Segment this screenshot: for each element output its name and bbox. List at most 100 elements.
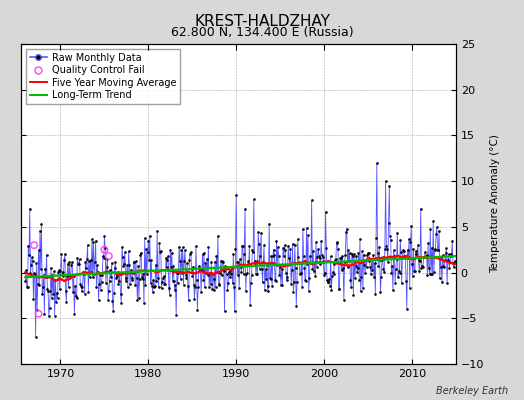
- Point: [270, 252, 278, 259]
- Point: [127, 276, 136, 283]
- Point: [90, 271, 99, 278]
- Point: [300, 265, 309, 271]
- Point: [130, 259, 139, 266]
- Point: [59, 273, 68, 280]
- Point: [29, 296, 38, 302]
- Point: [242, 271, 250, 277]
- Point: [179, 281, 188, 288]
- Point: [308, 266, 316, 272]
- Point: [356, 236, 364, 243]
- Point: [435, 228, 443, 234]
- Point: [375, 244, 383, 250]
- Point: [271, 276, 279, 283]
- Point: [433, 247, 442, 253]
- Point: [264, 288, 272, 294]
- Point: [30, 270, 38, 276]
- Point: [351, 274, 359, 281]
- Point: [201, 259, 210, 266]
- Point: [411, 267, 419, 274]
- Point: [378, 257, 386, 263]
- Point: [144, 249, 152, 255]
- Point: [379, 266, 388, 272]
- Point: [201, 284, 209, 291]
- Point: [66, 273, 74, 279]
- Point: [88, 236, 96, 242]
- Point: [309, 247, 318, 254]
- Point: [373, 160, 381, 166]
- Point: [321, 270, 329, 276]
- Point: [117, 300, 125, 306]
- Point: [147, 257, 156, 263]
- Point: [320, 272, 328, 278]
- Point: [112, 275, 121, 282]
- Point: [200, 249, 208, 256]
- Point: [37, 266, 45, 273]
- Point: [366, 264, 375, 270]
- Point: [247, 279, 255, 286]
- Point: [345, 258, 353, 264]
- Point: [370, 260, 379, 266]
- Point: [78, 287, 86, 294]
- Point: [173, 270, 181, 277]
- Point: [231, 246, 239, 253]
- Point: [157, 284, 166, 291]
- Point: [58, 272, 66, 278]
- Point: [371, 290, 379, 297]
- Point: [276, 264, 285, 270]
- Point: [308, 197, 316, 203]
- Point: [85, 258, 93, 264]
- Point: [432, 231, 440, 238]
- Point: [206, 269, 214, 276]
- Point: [238, 242, 247, 249]
- Point: [45, 304, 53, 311]
- Point: [203, 272, 212, 278]
- Point: [151, 282, 159, 289]
- Point: [384, 259, 392, 265]
- Legend: Raw Monthly Data, Quality Control Fail, Five Year Moving Average, Long-Term Tren: Raw Monthly Data, Quality Control Fail, …: [26, 49, 180, 104]
- Point: [348, 251, 356, 257]
- Point: [369, 252, 377, 258]
- Point: [342, 229, 350, 236]
- Point: [123, 262, 132, 268]
- Point: [62, 298, 71, 305]
- Point: [210, 287, 219, 293]
- Point: [35, 310, 43, 317]
- Point: [133, 275, 141, 281]
- Point: [75, 256, 84, 262]
- Point: [386, 233, 394, 240]
- Point: [426, 226, 434, 232]
- Point: [128, 274, 136, 281]
- Point: [225, 268, 233, 275]
- Point: [414, 257, 423, 264]
- Point: [415, 268, 423, 275]
- Point: [352, 263, 360, 270]
- Point: [430, 269, 438, 276]
- Point: [383, 246, 391, 252]
- Point: [236, 264, 245, 270]
- Point: [74, 260, 82, 267]
- Point: [179, 244, 187, 250]
- Point: [121, 249, 129, 255]
- Point: [387, 270, 396, 277]
- Point: [159, 275, 167, 281]
- Point: [327, 287, 335, 293]
- Point: [72, 294, 81, 301]
- Point: [35, 247, 43, 253]
- Point: [126, 281, 134, 287]
- Point: [423, 272, 432, 278]
- Point: [188, 266, 196, 272]
- Point: [236, 256, 244, 262]
- Point: [431, 246, 440, 252]
- Point: [49, 291, 57, 298]
- Point: [322, 245, 331, 251]
- Point: [348, 253, 357, 259]
- Point: [26, 270, 35, 276]
- Point: [332, 256, 340, 262]
- Point: [388, 263, 396, 270]
- Point: [184, 297, 193, 304]
- Point: [82, 265, 90, 271]
- Point: [338, 253, 346, 259]
- Point: [446, 251, 455, 258]
- Point: [430, 247, 439, 254]
- Point: [274, 244, 282, 250]
